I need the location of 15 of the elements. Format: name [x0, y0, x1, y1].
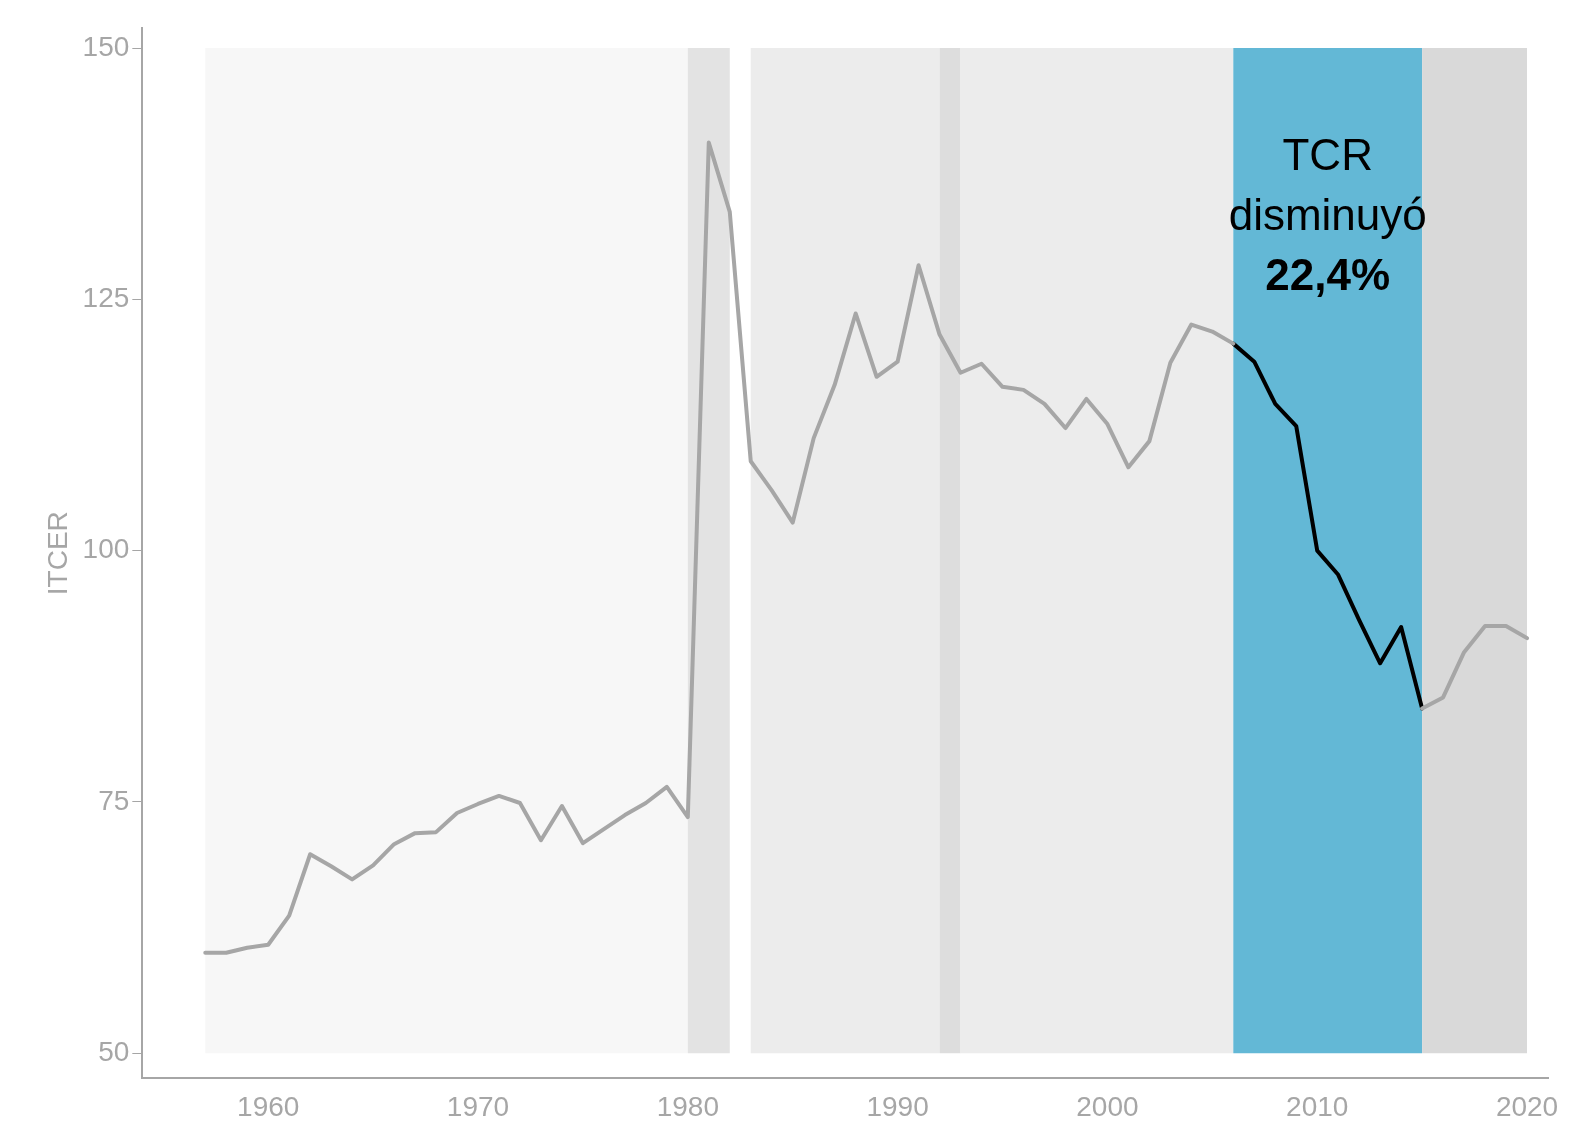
annotation: 22,4%: [1265, 250, 1391, 300]
y-axis-title: ITCER: [41, 511, 73, 596]
x-tick-label: 1960: [237, 1090, 300, 1122]
x-tick-label: 2000: [1076, 1090, 1139, 1122]
x-tick-label: 1970: [446, 1090, 510, 1122]
y-tick-label: 150: [82, 30, 130, 62]
y-tick-label: 75: [98, 784, 130, 816]
y-tick-label: 50: [98, 1035, 130, 1067]
x-tick-label: 2010: [1286, 1090, 1349, 1122]
y-tick-label: 125: [82, 282, 130, 314]
x-tick-label: 2020: [1495, 1090, 1559, 1122]
annotation: TCR: [1282, 130, 1373, 180]
y-tick-label: 100: [82, 533, 130, 565]
x-tick-label: 1990: [866, 1090, 929, 1122]
x-tick-label: 1980: [656, 1090, 719, 1122]
